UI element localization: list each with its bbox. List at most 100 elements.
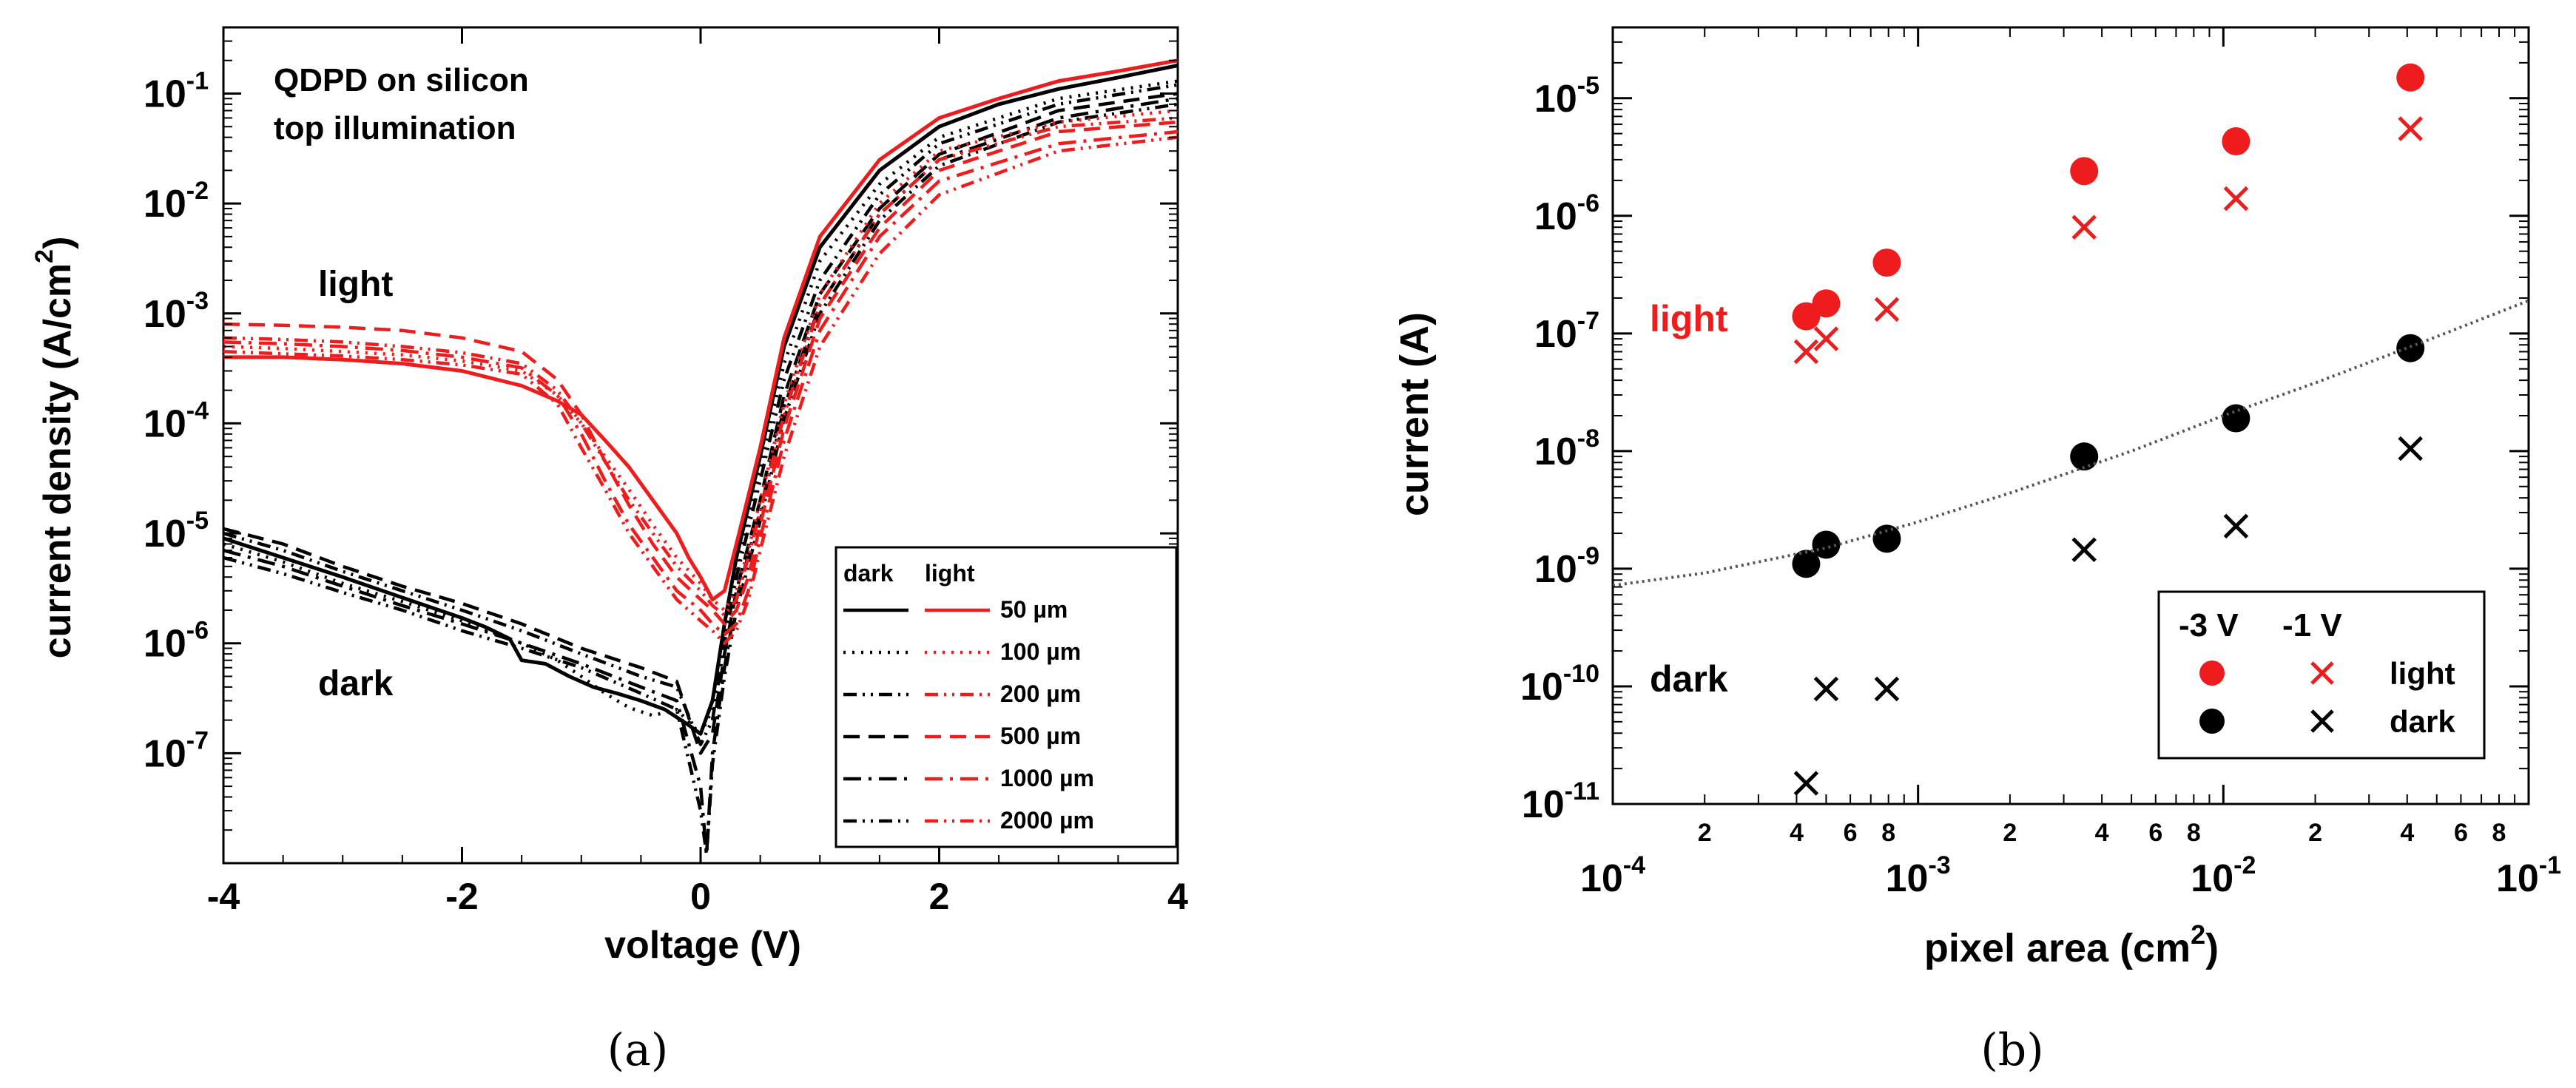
y-tick-label-b: 10-5: [1534, 72, 1599, 121]
x-tick-label-a: -4: [207, 876, 240, 917]
series-line-dark-50-m: [223, 64, 1179, 736]
point-light-3-v: [2396, 63, 2425, 92]
series-group-a: [223, 58, 1179, 856]
legend-row-light-b: light: [2390, 656, 2455, 691]
point-light-1-v: [1793, 339, 1819, 365]
legend-entry-a: 2000 µm: [1000, 807, 1094, 834]
series-line-light-50-m: [223, 58, 1179, 602]
legend-header-minus1v-b: -1 V: [2282, 607, 2342, 643]
x-tick-label-b: 10-2: [2191, 851, 2256, 900]
legend-row-dark-b: dark: [2390, 704, 2455, 739]
legend-entry-a: 50 µm: [1000, 596, 1068, 623]
legend-header-light-a: light: [925, 560, 975, 587]
series-line-dark-200-m: [223, 83, 1179, 746]
x-minor-tick-label-b: 2: [1698, 819, 1712, 847]
annotation-dark-b: dark: [1650, 658, 1728, 700]
x-axis-label-a: voltage (V): [604, 924, 801, 967]
y-tick-label-b: 10-9: [1534, 542, 1599, 591]
point-light-1-v: [2071, 214, 2097, 240]
chart-subtitle-a: top illumination: [274, 110, 516, 146]
point-light-3-v: [2070, 157, 2099, 186]
fit-line-dark-3-v-fit: [1612, 299, 2529, 587]
legend-entry-a: 1000 µm: [1000, 765, 1094, 791]
legend-entry-a: 100 µm: [1000, 638, 1081, 665]
legend-header-minus3v-b: -3 V: [2179, 607, 2239, 643]
caption-a: (a): [607, 1024, 669, 1076]
point-light-1-v: [1813, 326, 1839, 351]
x-minor-tick-label-b: 6: [1844, 819, 1858, 847]
x-minor-tick-label-b: 8: [2492, 819, 2506, 847]
x-tick-label-a: 2: [929, 876, 950, 917]
legend-marker-x-dark-b: [2310, 709, 2334, 733]
point-light-1-v: [1874, 297, 1900, 322]
series-line-light-500-m: [223, 120, 1179, 626]
x-minor-tick-label-b: 2: [2308, 819, 2322, 847]
point-dark-1-v: [2398, 436, 2423, 462]
point-dark-1-v: [1874, 676, 1900, 702]
point-dark-3-v: [1812, 530, 1841, 559]
point-dark-1-v: [2223, 513, 2249, 539]
x-minor-tick-label-b: 8: [1881, 819, 1895, 847]
legend-marker-circle-dark-b: [2199, 709, 2225, 734]
y-axis-label-b: current (A): [1392, 312, 1437, 516]
series-group-b: [1612, 63, 2529, 796]
y-axis-label-a-sup: 2: [30, 249, 58, 263]
y-tick-label-a: 10-7: [144, 726, 209, 775]
point-dark-1-v: [1813, 676, 1839, 702]
chart-panel-a: -4 -2 0 2 4 10-7 10-6 10-5 10-4 10-3 10-2 10-1 QDPD…: [30, 26, 1188, 967]
x-tick-label-a: 0: [690, 876, 711, 917]
y-tick-label-a: 10-4: [144, 396, 209, 445]
series-line-light-1000-m: [223, 129, 1179, 637]
y-tick-label-a: 10-3: [144, 287, 209, 336]
point-dark-1-v: [1793, 771, 1819, 796]
x-minor-tick-label-b: 4: [2400, 819, 2414, 847]
x-minor-tick-label-b: 4: [1790, 819, 1804, 847]
legend-entry-a: 200 µm: [1000, 680, 1081, 707]
point-light-3-v: [1792, 302, 1821, 331]
x-minor-tick-label-b: 6: [2454, 819, 2468, 847]
y-tick-label-b: 10-8: [1534, 425, 1599, 473]
point-dark-1-v: [2071, 537, 2097, 563]
y-tick-label-a: 10-6: [144, 617, 209, 666]
point-dark-3-v: [1872, 524, 1901, 553]
x-axis-label-b-sup: 2: [2191, 919, 2205, 950]
y-tick-label-a: 10-5: [144, 507, 209, 555]
point-light-3-v: [1872, 249, 1901, 277]
point-dark-3-v: [2070, 442, 2099, 471]
y-tick-label-b: 10-7: [1534, 307, 1599, 356]
caption-b: (b): [1980, 1024, 2043, 1076]
y-tick-label-b: 10-11: [1522, 777, 1599, 826]
series-line-dark-2000-m: [223, 102, 1179, 856]
legend-marker-circle-light-b: [2199, 660, 2225, 686]
series-line-dark-100-m: [223, 79, 1179, 736]
x-tick-label-a: -2: [445, 876, 478, 917]
x-axis-label-b: pixel area (cm2): [1924, 919, 2219, 970]
legend-marker-x-light-b: [2310, 661, 2334, 685]
series-line-dark-500-m: [223, 92, 1179, 755]
point-light-1-v: [2223, 186, 2249, 212]
x-minor-tick-label-b: 6: [2148, 819, 2162, 847]
y-axis-label-a: current density (A/cm2): [30, 237, 79, 659]
point-dark-3-v: [2222, 404, 2250, 433]
legend-b: -3 V -1 V light dark: [2157, 590, 2486, 760]
x-tick-label-b: 10-1: [2496, 851, 2561, 900]
x-minor-tick-label-b: 4: [2095, 819, 2109, 847]
legend-entry-a: 500 µm: [1000, 723, 1081, 749]
series-line-light-200-m: [223, 116, 1179, 618]
point-light-3-v: [2222, 127, 2250, 156]
chart-panel-b: 10-4 10-3 10-2 10-12 4 6 8 2 4 6 8 2 4 6 810-1110-1010…: [1392, 26, 2561, 970]
x-tick-label-a: 4: [1167, 876, 1188, 917]
point-light-3-v: [1812, 289, 1841, 318]
legend-header-dark-a: dark: [843, 560, 894, 587]
annotation-dark-a: dark: [318, 664, 394, 703]
chart-title-a: QDPD on silicon: [274, 62, 529, 98]
legend-a: dark light 50 µm 100 µm 200 µm 500 µm 1000 µ…: [834, 546, 1178, 848]
annotation-light-a: light: [318, 265, 393, 304]
legend-box-a: [834, 546, 1178, 848]
x-tick-label-b: 10-3: [1886, 851, 1951, 900]
point-dark-3-v: [1792, 550, 1821, 578]
x-minor-tick-label-b: 8: [2187, 819, 2201, 847]
y-tick-label-a: 10-1: [144, 67, 209, 115]
y-tick-label-b: 10-10: [1520, 660, 1599, 709]
annotation-light-b: light: [1650, 298, 1728, 339]
